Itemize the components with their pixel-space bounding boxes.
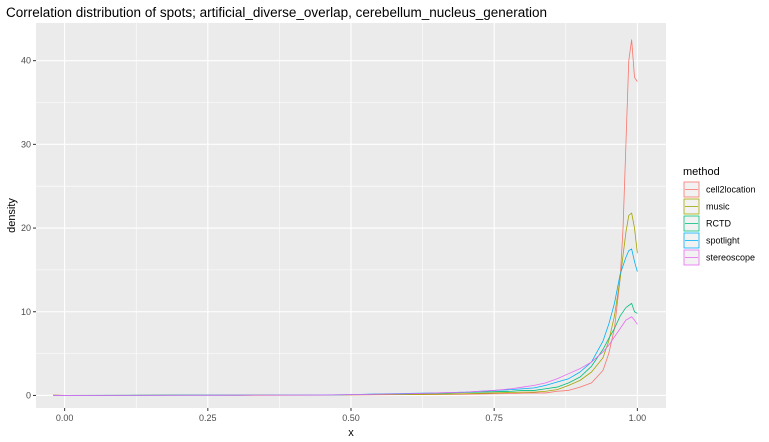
y-tick-label: 40 bbox=[21, 56, 31, 66]
x-tick-label: 0.00 bbox=[56, 413, 74, 423]
legend-title: method bbox=[683, 166, 720, 178]
legend-label-stereoscope: stereoscope bbox=[706, 253, 755, 263]
y-tick-label: 10 bbox=[21, 307, 31, 317]
y-tick-label: 0 bbox=[26, 390, 31, 400]
x-tick-label: 0.75 bbox=[485, 413, 503, 423]
y-tick-label: 20 bbox=[21, 223, 31, 233]
x-tick-label: 1.00 bbox=[629, 413, 647, 423]
y-axis: 0 10 20 30 40 bbox=[21, 56, 36, 400]
legend: method cell2location music RCTD spotlight st… bbox=[683, 166, 756, 266]
x-axis-title: x bbox=[348, 427, 354, 439]
x-tick-label: 0.50 bbox=[342, 413, 360, 423]
y-axis-title: density bbox=[6, 198, 18, 233]
x-tick-label: 0.25 bbox=[199, 413, 217, 423]
legend-label-spotlight: spotlight bbox=[706, 236, 740, 246]
grid-major bbox=[36, 23, 666, 408]
x-axis: 0.00 0.25 0.50 0.75 1.00 bbox=[56, 408, 646, 423]
series-line-stereoscope bbox=[53, 316, 638, 396]
legend-label-cell2location: cell2location bbox=[706, 185, 756, 195]
legend-label-music: music bbox=[706, 202, 730, 212]
chart-title: Correlation distribution of spots; artif… bbox=[6, 5, 547, 20]
legend-label-RCTD: RCTD bbox=[706, 219, 731, 229]
y-tick-label: 30 bbox=[21, 139, 31, 149]
series-lines bbox=[53, 39, 638, 396]
